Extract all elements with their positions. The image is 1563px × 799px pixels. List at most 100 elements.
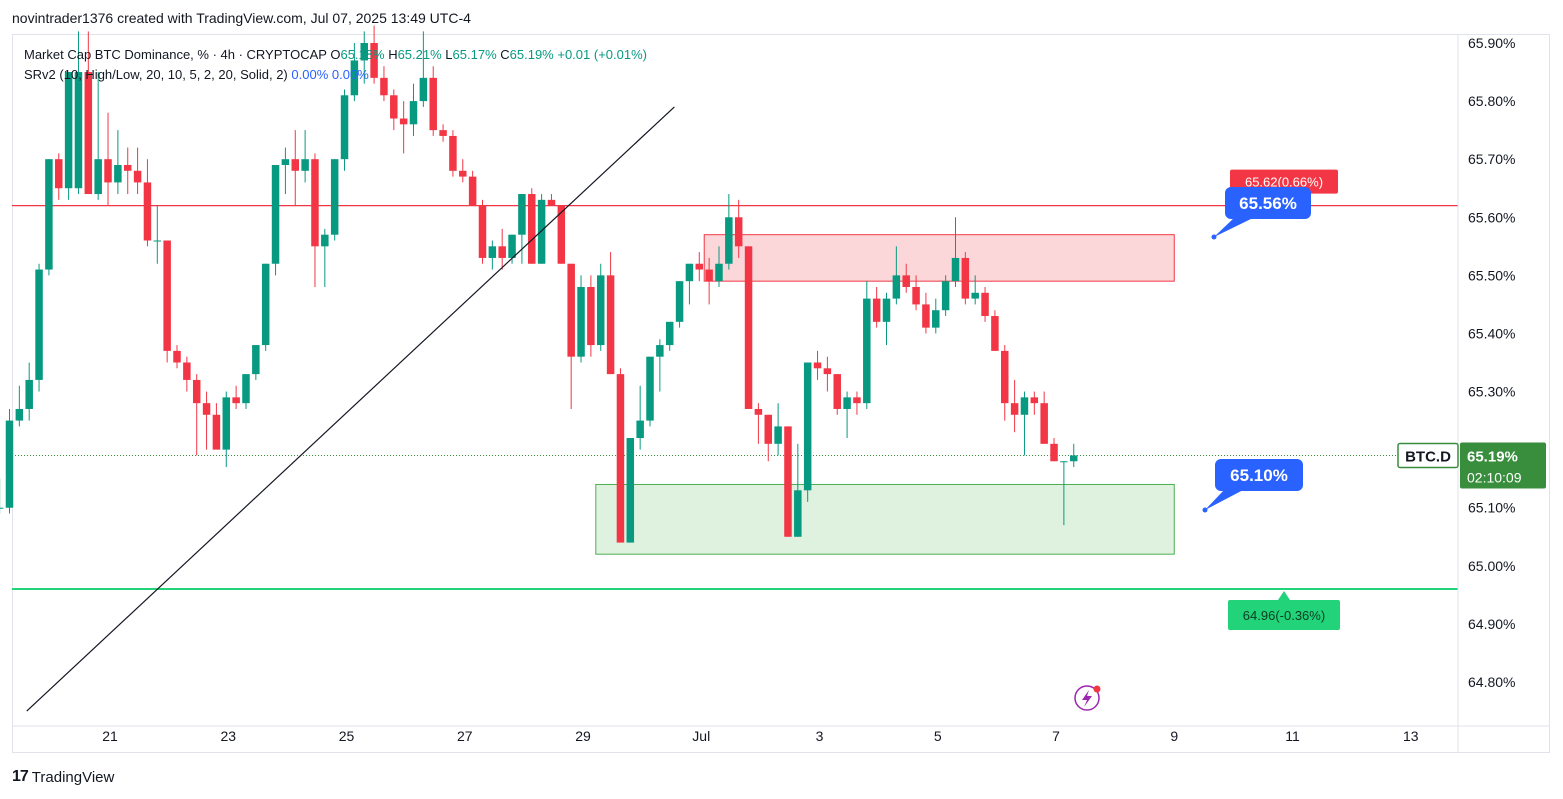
support-label-box[interactable] xyxy=(1228,600,1340,631)
candle-body[interactable] xyxy=(685,263,694,282)
candle-body[interactable] xyxy=(25,379,33,409)
candle-body[interactable] xyxy=(596,275,605,346)
candle-body[interactable] xyxy=(518,194,526,235)
candle-body[interactable] xyxy=(1069,455,1078,462)
candle-body[interactable] xyxy=(912,286,920,305)
candle-body[interactable] xyxy=(803,362,812,491)
candle-body[interactable] xyxy=(232,397,240,404)
candle-body[interactable] xyxy=(853,397,861,404)
candle-body[interactable] xyxy=(281,159,290,165)
candle-body[interactable] xyxy=(1020,397,1029,415)
candle-body[interactable] xyxy=(1001,350,1009,404)
candle-body[interactable] xyxy=(252,345,260,375)
candle-body[interactable] xyxy=(261,263,270,346)
candle-body[interactable] xyxy=(961,257,970,299)
candle-body[interactable] xyxy=(1050,443,1058,462)
candle-body[interactable] xyxy=(725,217,733,264)
candle-body[interactable] xyxy=(291,159,300,171)
candle-body[interactable] xyxy=(55,159,63,189)
candle-body[interactable] xyxy=(675,281,684,322)
candle-body[interactable] xyxy=(163,240,171,351)
candle-body[interactable] xyxy=(646,356,654,421)
candle-body[interactable] xyxy=(636,420,644,439)
candle-body[interactable] xyxy=(567,263,575,357)
candle-body[interactable] xyxy=(301,159,309,171)
candle-body[interactable] xyxy=(981,292,989,317)
candle-body[interactable] xyxy=(656,345,664,357)
candle-body[interactable] xyxy=(872,298,881,322)
candle-body[interactable] xyxy=(863,298,871,404)
candle-body[interactable] xyxy=(882,298,891,322)
candle-body[interactable] xyxy=(1030,397,1039,404)
candle-body[interactable] xyxy=(616,374,625,543)
candle-body[interactable] xyxy=(577,286,585,357)
resistance-zone[interactable] xyxy=(703,234,1175,282)
candle-body[interactable] xyxy=(202,403,211,415)
candle-body[interactable] xyxy=(744,246,753,409)
candle-body[interactable] xyxy=(784,426,792,537)
candle-body[interactable] xyxy=(794,490,802,537)
callout-upper-box[interactable] xyxy=(1225,187,1311,219)
legend-indicator[interactable]: SRv2 (10, High/Low, 20, 10, 5, 2, 20, So… xyxy=(24,67,288,82)
candle-body[interactable] xyxy=(892,275,901,299)
candle-body[interactable] xyxy=(143,182,152,241)
candle-body[interactable] xyxy=(123,164,132,171)
candle-body[interactable] xyxy=(419,77,428,102)
candle-body[interactable] xyxy=(734,217,743,247)
candle-body[interactable] xyxy=(94,159,102,195)
candle-body[interactable] xyxy=(587,286,595,346)
candle-body[interactable] xyxy=(192,379,201,404)
candle-body[interactable] xyxy=(153,240,162,242)
candle-body[interactable] xyxy=(84,72,93,195)
candle-body[interactable] xyxy=(449,135,457,171)
candle-body[interactable] xyxy=(626,438,635,543)
candle-body[interactable] xyxy=(547,199,556,206)
candle-body[interactable] xyxy=(409,101,418,125)
candle-body[interactable] xyxy=(271,164,280,264)
candle-body[interactable] xyxy=(15,408,24,421)
candle-body[interactable] xyxy=(665,321,674,346)
candle-body[interactable] xyxy=(902,275,910,287)
candle-body[interactable] xyxy=(488,246,497,258)
candle-body[interactable] xyxy=(557,205,566,264)
candle-body[interactable] xyxy=(813,362,822,369)
candle-body[interactable] xyxy=(932,310,940,328)
support-zone[interactable] xyxy=(595,483,1175,555)
candle-body[interactable] xyxy=(951,257,960,282)
candle-body[interactable] xyxy=(173,350,181,363)
candle-body[interactable] xyxy=(991,316,999,351)
candle-body[interactable] xyxy=(715,263,723,282)
candle-body[interactable] xyxy=(705,269,713,282)
candle-body[interactable] xyxy=(498,246,506,258)
candle-body[interactable] xyxy=(1040,403,1048,444)
candle-body[interactable] xyxy=(823,368,832,375)
candle-body[interactable] xyxy=(843,397,851,409)
candle-body[interactable] xyxy=(941,281,950,311)
candle-body[interactable] xyxy=(183,362,191,380)
candle-body[interactable] xyxy=(508,234,516,258)
candle-body[interactable] xyxy=(390,95,398,119)
candle-body[interactable] xyxy=(439,130,447,136)
candle-body[interactable] xyxy=(606,275,615,375)
candle-body[interactable] xyxy=(528,194,536,264)
candle-body[interactable] xyxy=(754,408,763,415)
candle-body[interactable] xyxy=(468,176,477,206)
candle-body[interactable] xyxy=(380,77,388,96)
candle-body[interactable] xyxy=(133,170,142,183)
ticker-badge[interactable] xyxy=(1397,442,1459,469)
candle-body[interactable] xyxy=(350,60,359,96)
candle-body[interactable] xyxy=(104,159,112,183)
candle-body[interactable] xyxy=(242,374,250,404)
candle-body[interactable] xyxy=(340,95,349,160)
candle-body[interactable] xyxy=(74,72,83,189)
candle-body[interactable] xyxy=(922,304,930,328)
candle-body[interactable] xyxy=(399,118,408,125)
candle-body[interactable] xyxy=(311,159,319,247)
candle-body[interactable] xyxy=(64,72,73,189)
candle-body[interactable] xyxy=(774,426,782,444)
candle-body[interactable] xyxy=(114,164,122,183)
candle-body[interactable] xyxy=(459,170,467,177)
candle-body[interactable] xyxy=(429,77,437,131)
candle-body[interactable] xyxy=(971,292,979,299)
candle-body[interactable] xyxy=(45,159,53,270)
